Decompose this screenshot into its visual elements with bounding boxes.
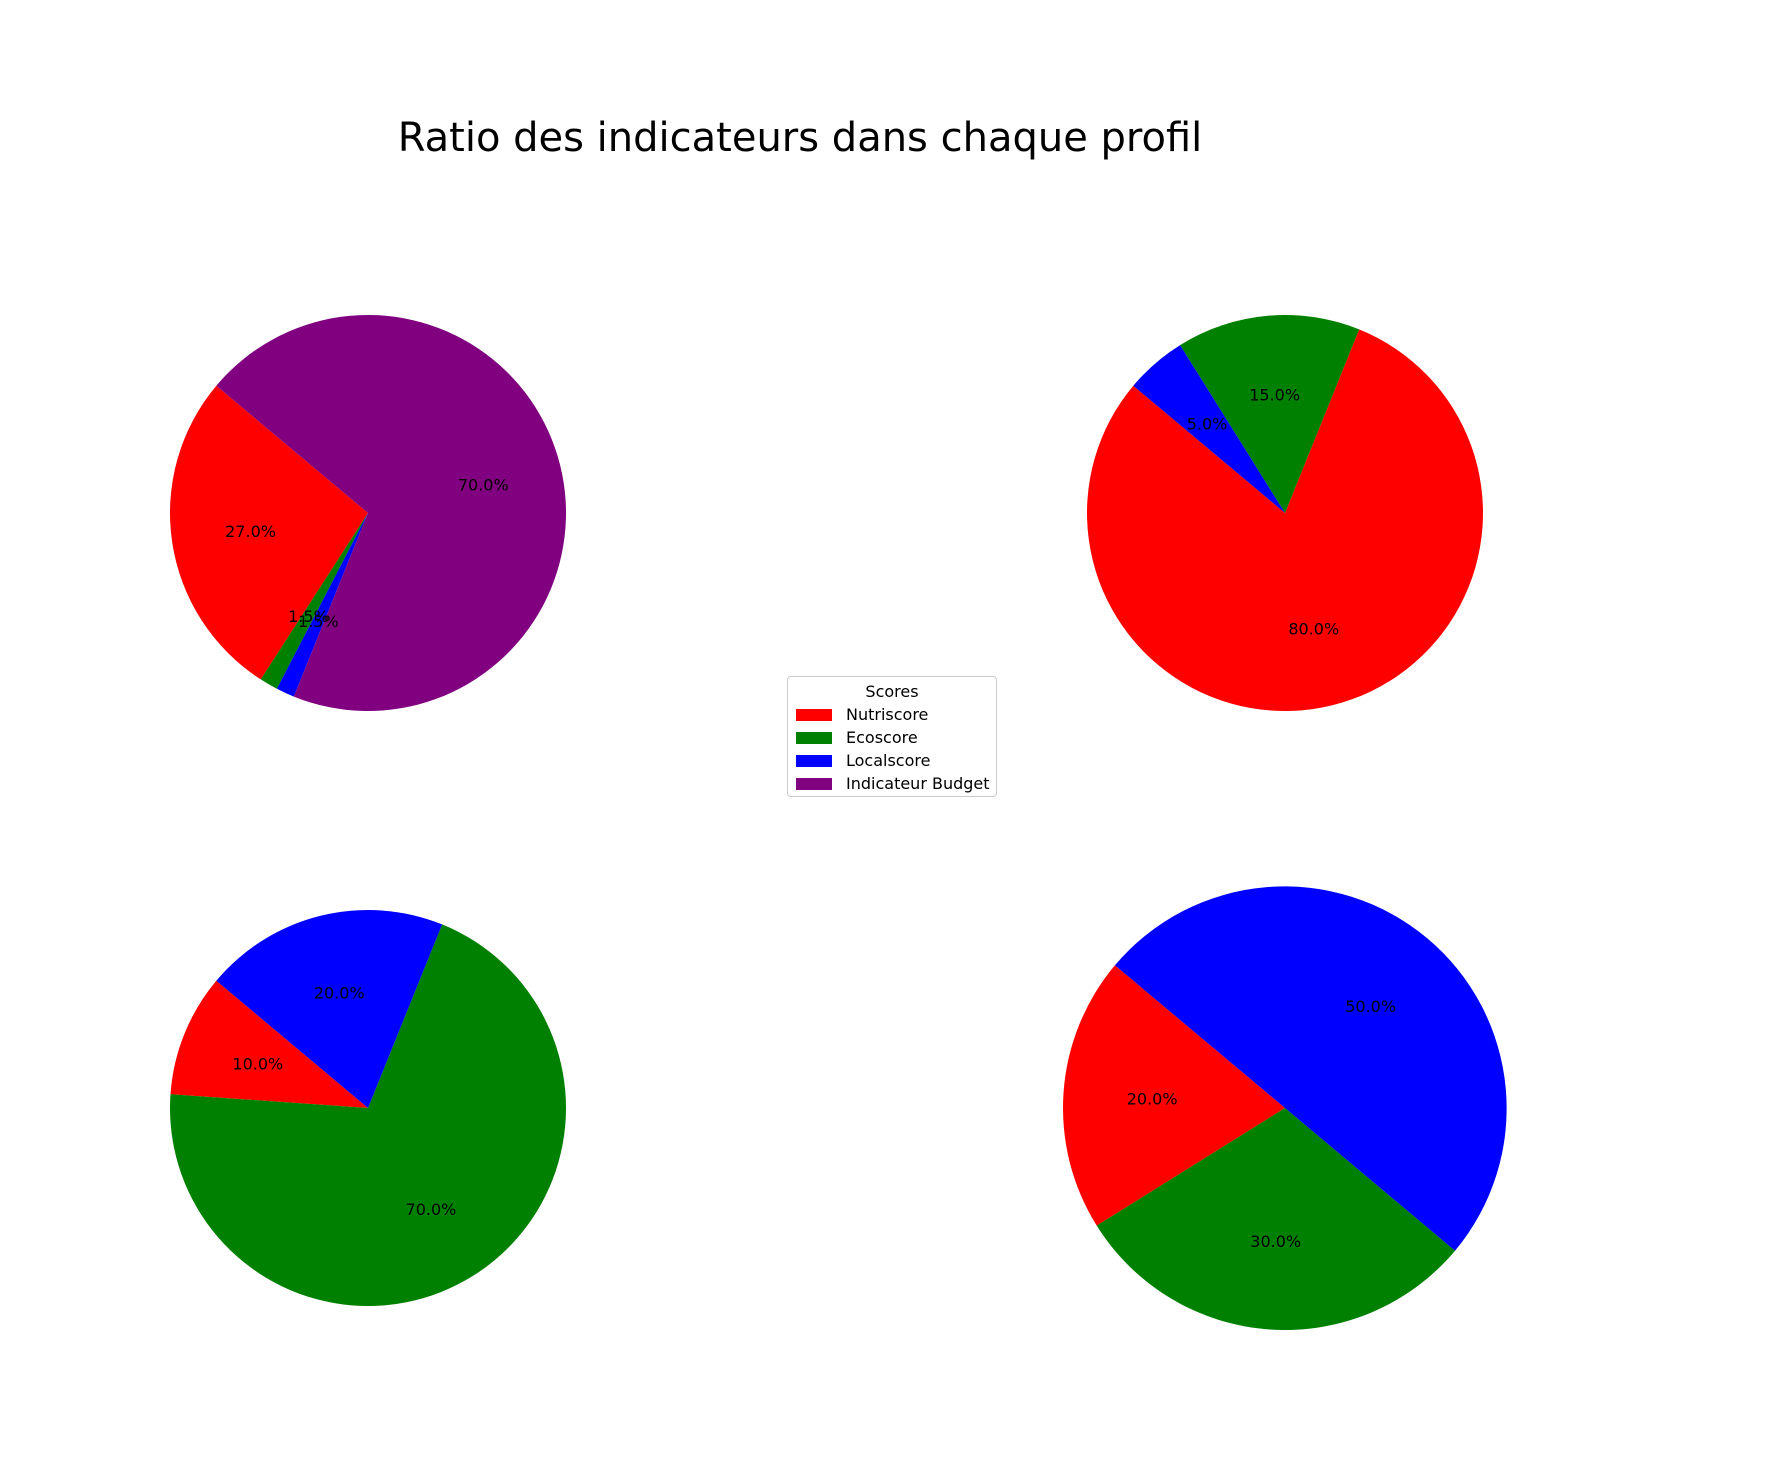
legend-rows: Nutriscore Ecoscore Localscore Indicateur B… [788, 703, 996, 795]
legend-item-nutriscore: Nutriscore [788, 703, 996, 726]
legend-swatch [796, 708, 832, 721]
pies-layer: 27.0% 1.5%1.5% 70.0% 80.0% 15.0% 5.0% 10.0% 70.… [169, 314, 1507, 1331]
pie-1-slice-nutriscore [169, 385, 368, 680]
pie-2: 80.0% 15.0% 5.0% [1086, 315, 1483, 712]
legend-swatch [796, 777, 832, 790]
pie-4-label-ecoscore: 30.0% [1250, 1232, 1301, 1251]
pie-4-slice-nutriscore [1062, 965, 1285, 1226]
chart-title: Ratio des indicateurs dans chaque profil [398, 115, 1203, 161]
pie-4-label-localscore: 50.0% [1345, 997, 1396, 1016]
legend-item-ecoscore: Ecoscore [788, 726, 996, 749]
pie-4-slice-ecoscore [1096, 1108, 1456, 1331]
pie-1-label-ecoscore: 1.5% [288, 607, 329, 626]
pie-3-slice-nutriscore [170, 980, 368, 1108]
pie-1-label-nutriscore: 27.0% [225, 522, 276, 541]
pie-4-label-nutriscore: 20.0% [1127, 1090, 1178, 1109]
legend-label: Ecoscore [846, 728, 918, 747]
pie-1-label-localscore: 1.5% [298, 612, 339, 631]
pie-2-label-nutriscore: 80.0% [1288, 619, 1339, 638]
pie-3-label-localscore: 20.0% [314, 984, 365, 1003]
pie-1-slice-localscore [276, 513, 368, 697]
pie-3-label-nutriscore: 10.0% [232, 1055, 283, 1074]
legend-swatch [796, 731, 832, 744]
pie-4-slice-localscore [1114, 886, 1507, 1251]
pie-2-label-ecoscore: 15.0% [1249, 386, 1300, 405]
legend-item-indicateur-budget: Indicateur Budget [788, 772, 996, 795]
pie-3-slice-localscore [216, 910, 443, 1108]
legend-label: Nutriscore [846, 705, 929, 724]
pie-2-slice-localscore [1133, 345, 1285, 513]
pie-3-slice-ecoscore [169, 924, 566, 1307]
pie-3-label-ecoscore: 70.0% [406, 1200, 457, 1219]
pie-1: 27.0% 1.5%1.5% 70.0% [169, 314, 567, 711]
pie-2-slice-ecoscore [1180, 315, 1360, 513]
pie-2-label-localscore: 5.0% [1187, 414, 1228, 433]
pie-1-slice-indicateur-budget [216, 314, 567, 711]
legend-item-localscore: Localscore [788, 749, 996, 772]
legend-title: Scores [865, 682, 919, 701]
legend-label: Indicateur Budget [846, 774, 990, 793]
legend-swatch [796, 754, 832, 767]
legend: Scores Nutriscore Ecoscore Localscore Indic… [787, 676, 997, 797]
pie-1-slice-ecoscore [260, 513, 368, 689]
pie-3: 10.0% 70.0% 20.0% [169, 910, 566, 1307]
legend-label: Localscore [846, 751, 931, 770]
pie-4: 20.0% 30.0% 50.0% [1062, 886, 1507, 1331]
pie-1-label-indicateur-budget: 70.0% [458, 475, 509, 494]
pie-2-slice-nutriscore [1086, 329, 1483, 712]
